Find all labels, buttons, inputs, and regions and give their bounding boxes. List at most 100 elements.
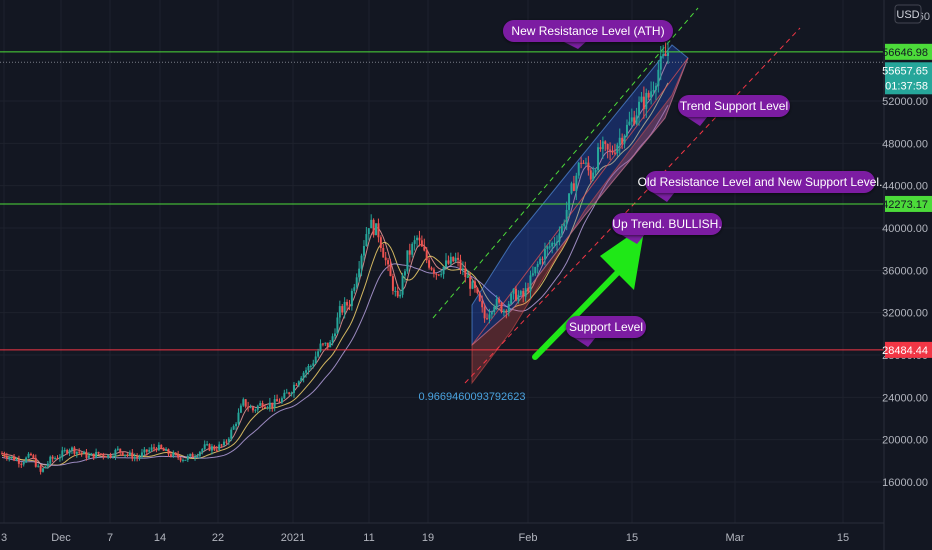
candle [423,238,426,252]
candle [440,269,443,278]
candle [587,156,590,176]
candle [237,408,240,426]
candle [556,235,558,251]
fib-ratio-label: 0.9669460093792623 [418,391,525,403]
callout-label: Old Resistance Level and New Support Lev… [638,175,883,189]
candle [235,422,238,431]
moving-average-line [1,60,669,469]
candle [66,448,69,455]
bar-countdown: 01:37:58 [885,80,928,92]
candle [264,403,267,408]
candle [3,451,6,459]
candle [256,404,259,413]
callout-note[interactable]: New Resistance Level (ATH) [503,20,673,49]
candle [379,235,382,252]
candle [290,391,293,397]
time-axis[interactable]: 3 Dec 7 14 22 2021 11 19 Feb 15 Mar 15 [0,522,884,544]
candle [353,283,356,294]
candle [334,328,336,340]
candle [276,394,279,402]
candle [437,274,440,277]
candle [616,142,619,157]
candle [517,290,520,304]
candle [5,452,8,461]
candle [225,439,228,445]
candle [348,299,351,311]
x-tick-label: 2021 [281,532,305,544]
callout-note[interactable]: Trend Support Level [678,95,790,126]
candle [58,454,61,462]
candle [189,453,192,458]
svg-text:28484.44: 28484.44 [882,345,928,357]
candle [169,451,172,458]
candle [645,88,648,118]
y-tick-label: 36000.00 [882,265,928,277]
candle [181,458,184,463]
callout-label: New Resistance Level (ATH) [511,24,664,38]
candle [251,406,254,413]
x-tick-label: 3 [1,532,7,544]
candle [54,456,57,460]
candle [307,363,310,375]
callout-note[interactable]: Up Trend. BULLISH. [612,213,722,244]
upper-dashed-trendline[interactable] [432,7,699,319]
candle [481,295,484,313]
candle [553,237,556,248]
candle [490,310,493,319]
horizontal-levels[interactable] [0,51,884,351]
channel-median-line[interactable] [471,57,689,346]
candle [642,86,645,119]
candle [194,454,197,461]
candle [514,285,517,302]
candle [22,460,25,467]
candle [133,453,136,462]
y-tick-label: 32000.00 [882,308,928,320]
candle [406,250,409,274]
lower-dashed-trendline[interactable] [464,27,801,384]
candle [34,454,37,468]
price-tag: 28484.44 [882,341,932,358]
candle [604,140,607,152]
candle [239,403,242,414]
candle [157,442,160,451]
candle [575,172,578,201]
callout-note[interactable]: Support Level [566,316,646,347]
candle [592,166,595,181]
moving-average-line [1,82,669,466]
candle [104,455,107,458]
candle [539,256,542,266]
candle [597,142,600,172]
callouts[interactable]: New Resistance Level (ATH) Trend Support … [503,20,882,347]
candle [502,308,505,317]
candle [278,398,281,403]
candle [153,443,156,452]
candle [416,235,419,247]
currency-badge[interactable]: USD [894,4,922,24]
candle [609,142,612,160]
candle [606,143,609,159]
candle [659,45,662,81]
candle [32,453,35,460]
candle [119,448,122,456]
candle [102,452,105,460]
callout-note[interactable]: Old Resistance Level and New Support Lev… [638,171,883,202]
y-tick-label: 40000.00 [882,223,928,235]
candle [435,272,438,280]
candle [242,397,245,407]
svg-text:56646.98: 56646.98 [882,47,928,59]
candle [324,342,327,346]
candle [124,454,127,458]
candle [420,235,423,247]
candle [51,455,54,462]
candle [126,453,129,458]
candle [20,462,23,469]
candle [244,398,247,409]
y-tick-label: 48000.00 [882,138,928,150]
candle [148,447,151,454]
x-tick-label: 14 [154,532,166,544]
candle [565,201,568,231]
candle [652,81,655,96]
candle [483,303,486,323]
candle [551,241,554,254]
